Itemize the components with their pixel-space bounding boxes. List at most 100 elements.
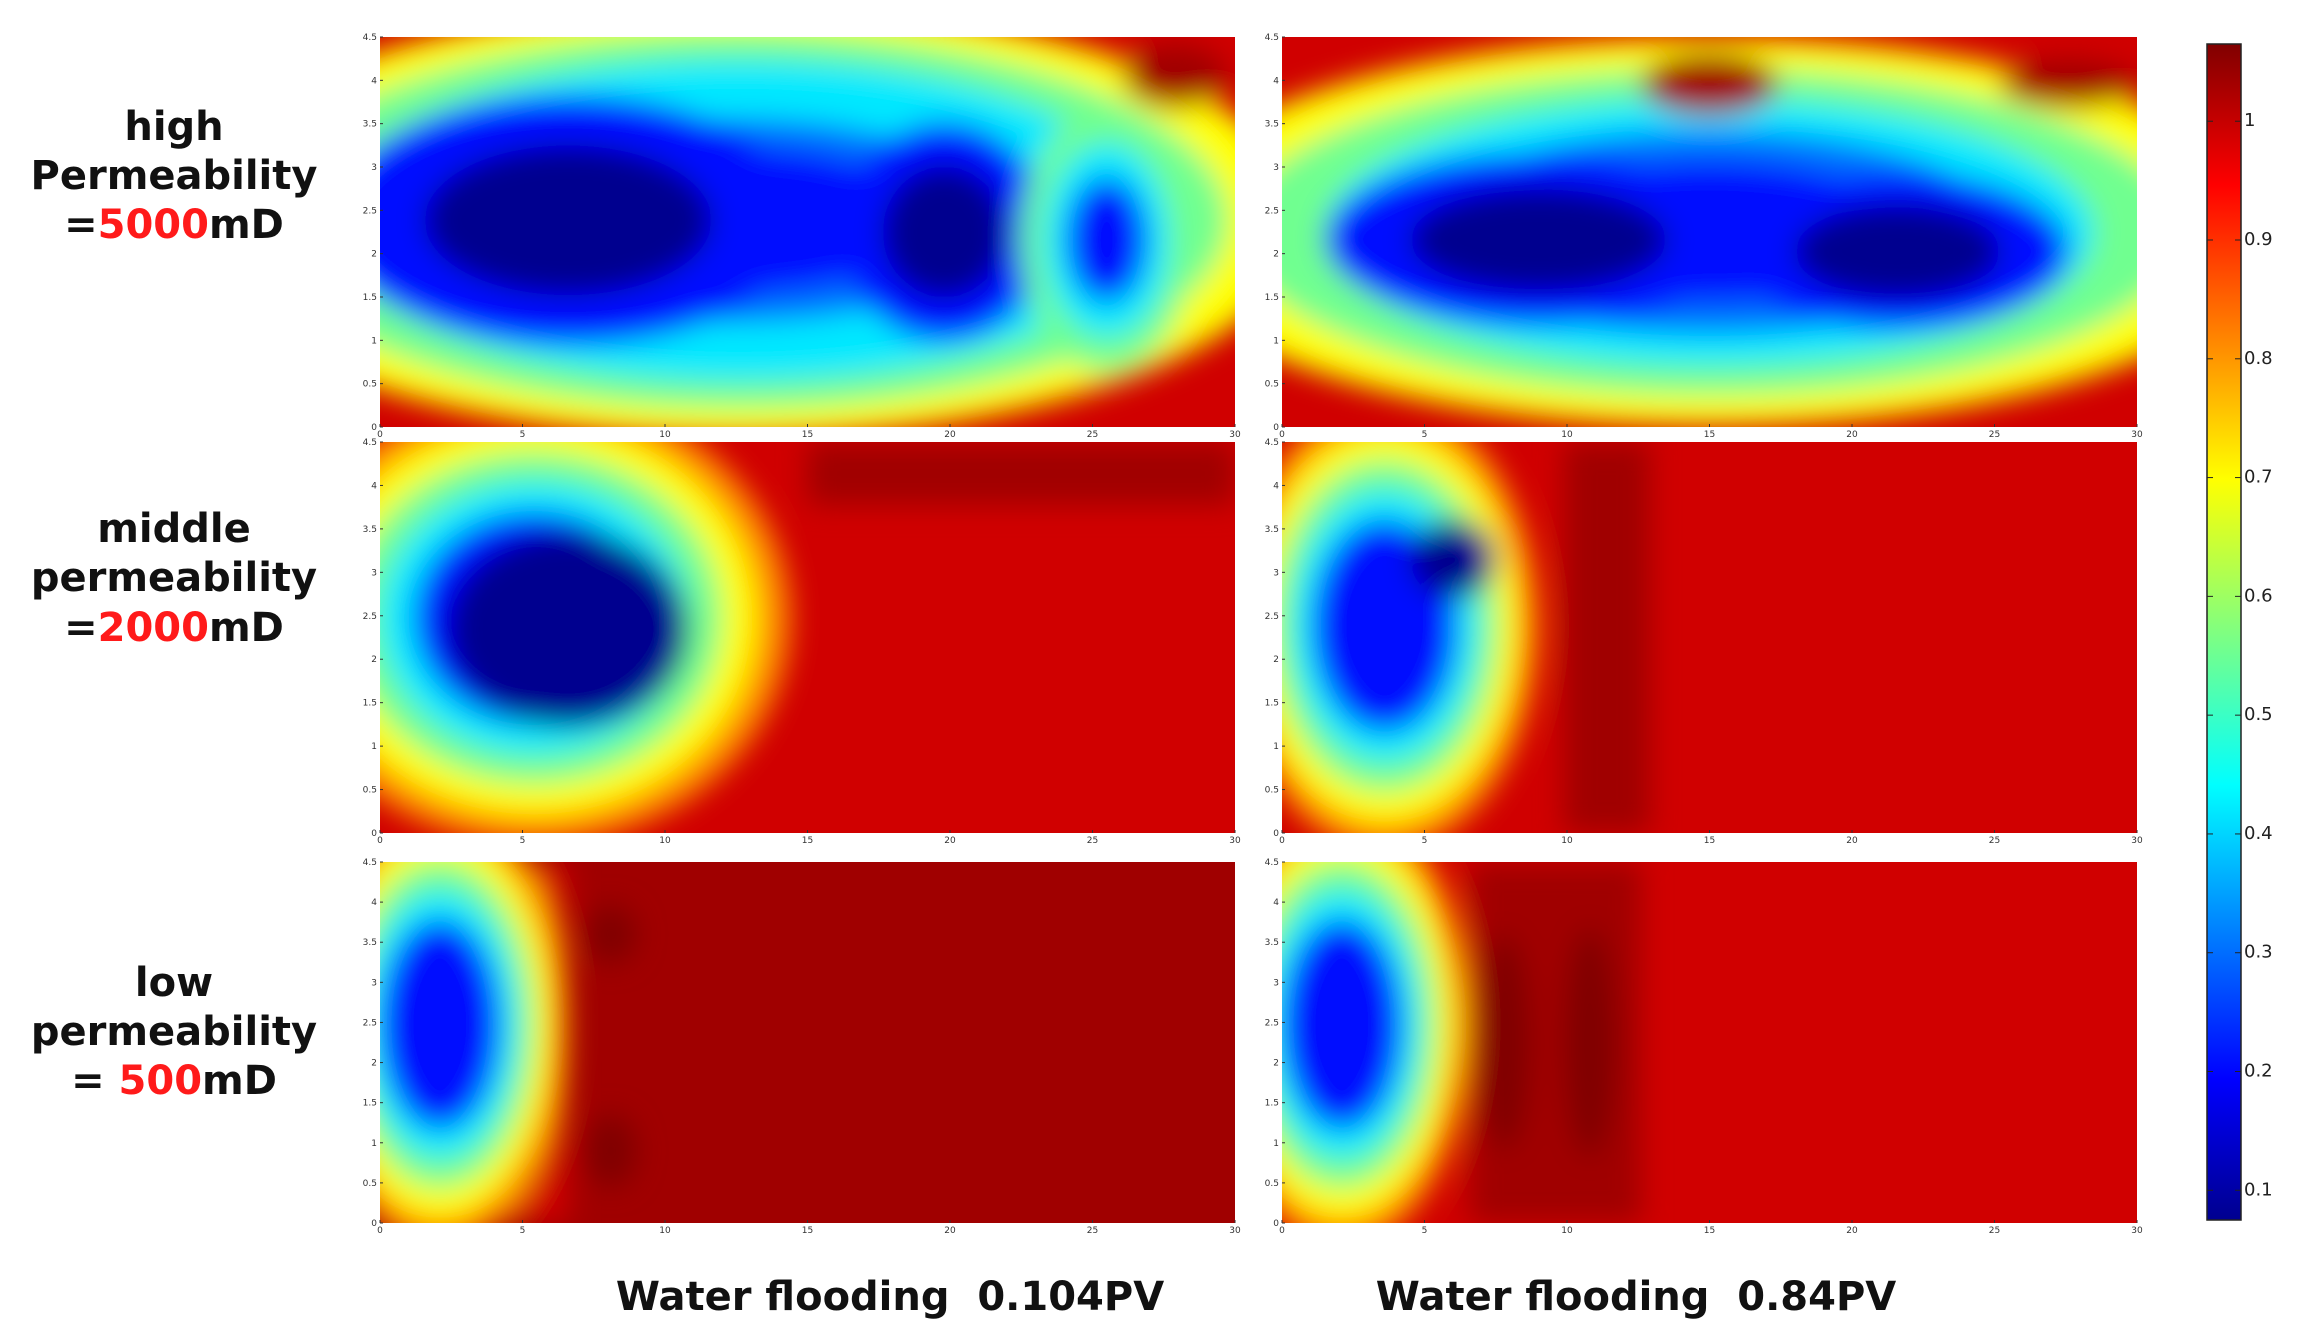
prefix: = — [64, 605, 98, 651]
y-tick-label: 4 — [1273, 76, 1279, 86]
y-tick-label: 4.5 — [363, 858, 377, 868]
y-tick-label: 2 — [1273, 250, 1279, 260]
y-tick-label: 1.5 — [1265, 1099, 1279, 1109]
prefix: = — [71, 1058, 118, 1104]
x-tick-label: 25 — [1087, 1226, 1098, 1236]
y-tick-label: 1 — [371, 742, 377, 752]
colorbar-tick-label: 0.4 — [2244, 823, 2273, 844]
permeability-value: 5000 — [98, 202, 209, 248]
x-tick-label: 10 — [659, 430, 671, 440]
colorbar-tick-label: 0.5 — [2244, 704, 2273, 725]
x-tick-label: 0 — [377, 430, 383, 440]
y-tick-label: 1 — [1273, 336, 1279, 346]
x-tick-label: 20 — [944, 836, 956, 846]
y-tick-label: 1 — [1273, 742, 1279, 752]
row-label: permeability — [31, 555, 317, 601]
heatmap-panel — [1282, 442, 2137, 833]
x-tick-label: 15 — [1704, 836, 1715, 846]
x-tick-label: 15 — [1704, 1226, 1715, 1236]
y-tick-label: 0.5 — [363, 786, 377, 796]
y-tick-label: 3 — [371, 568, 377, 578]
y-tick-label: 3.5 — [363, 120, 377, 130]
y-tick-label: 4.5 — [363, 33, 377, 43]
y-tick-label: 3 — [1273, 163, 1279, 173]
x-tick-label: 15 — [802, 430, 813, 440]
x-tick-label: 0 — [377, 836, 383, 846]
y-tick-label: 0 — [371, 423, 377, 433]
x-tick-label: 15 — [802, 1226, 813, 1236]
x-tick-label: 25 — [1989, 836, 2000, 846]
x-tick-label: 5 — [520, 836, 526, 846]
x-tick-label: 25 — [1087, 836, 1098, 846]
y-tick-label: 4.5 — [1265, 438, 1279, 448]
y-tick-label: 0 — [371, 829, 377, 839]
x-tick-label: 5 — [1422, 1226, 1428, 1236]
y-tick-label: 0 — [1273, 829, 1279, 839]
colorbar-tick-label: 0.7 — [2244, 467, 2273, 488]
x-tick-label: 5 — [1422, 430, 1428, 440]
x-tick-label: 25 — [1087, 430, 1098, 440]
x-tick-label: 0 — [377, 1226, 383, 1236]
heatmap-panel — [380, 37, 1235, 427]
x-tick-label: 30 — [2131, 836, 2143, 846]
y-tick-label: 1.5 — [1265, 699, 1279, 709]
y-tick-label: 1 — [371, 336, 377, 346]
x-tick-label: 0 — [1279, 430, 1285, 440]
column-caption: Water flooding 0.104PV — [616, 1274, 1164, 1320]
y-tick-label: 2 — [1273, 655, 1279, 665]
y-tick-label: 3.5 — [1265, 525, 1279, 535]
y-tick-label: 0 — [1273, 423, 1279, 433]
x-tick-label: 0 — [1279, 1226, 1285, 1236]
colorbar-tick-label: 1 — [2244, 110, 2255, 131]
row-label: low — [135, 960, 213, 1006]
y-tick-label: 0.5 — [1265, 786, 1279, 796]
permeability-value: 500 — [119, 1058, 203, 1104]
x-tick-label: 15 — [1704, 430, 1715, 440]
y-tick-label: 0 — [371, 1219, 377, 1229]
x-tick-label: 10 — [659, 1226, 671, 1236]
row-permeability: =2000mD — [64, 605, 284, 651]
x-tick-label: 10 — [1561, 430, 1573, 440]
x-tick-label: 20 — [1846, 1226, 1858, 1236]
y-tick-label: 2.5 — [1265, 206, 1279, 216]
x-tick-label: 0 — [1279, 836, 1285, 846]
y-tick-label: 3.5 — [1265, 938, 1279, 948]
permeability-value: 2000 — [98, 605, 209, 651]
y-tick-label: 1.5 — [363, 699, 377, 709]
unit: mD — [209, 605, 284, 651]
colorbar-tick-label: 0.6 — [2244, 585, 2273, 606]
colorbar-tick-label: 0.3 — [2244, 942, 2273, 963]
heatmap-panel — [380, 442, 1235, 833]
y-tick-label: 0.5 — [363, 380, 377, 390]
x-tick-label: 20 — [944, 430, 956, 440]
y-tick-label: 0.5 — [1265, 380, 1279, 390]
y-tick-label: 0 — [1273, 1219, 1279, 1229]
y-tick-label: 3 — [1273, 568, 1279, 578]
y-tick-label: 0.5 — [363, 1179, 377, 1189]
y-tick-label: 4 — [1273, 898, 1279, 908]
x-tick-label: 20 — [1846, 836, 1858, 846]
y-tick-label: 3 — [371, 163, 377, 173]
y-tick-label: 2.5 — [1265, 612, 1279, 622]
x-tick-label: 30 — [2131, 1226, 2143, 1236]
y-tick-label: 4 — [1273, 481, 1279, 491]
row-label: permeability — [31, 1009, 317, 1055]
colorbar-tick-label: 0.1 — [2244, 1179, 2273, 1200]
row-label: high — [124, 104, 223, 150]
y-tick-label: 4 — [371, 898, 377, 908]
x-tick-label: 10 — [1561, 1226, 1573, 1236]
y-tick-label: 4.5 — [363, 438, 377, 448]
x-tick-label: 5 — [520, 1226, 526, 1236]
colorbar-tick-label: 0.8 — [2244, 348, 2273, 369]
y-tick-label: 4 — [371, 481, 377, 491]
y-tick-label: 2 — [371, 250, 377, 260]
y-tick-label: 1.5 — [363, 1099, 377, 1109]
y-tick-label: 1 — [371, 1139, 377, 1149]
y-tick-label: 2.5 — [1265, 1018, 1279, 1028]
y-tick-label: 3 — [371, 978, 377, 988]
y-tick-label: 3.5 — [363, 525, 377, 535]
y-tick-label: 4 — [371, 76, 377, 86]
x-tick-label: 30 — [2131, 430, 2143, 440]
row-permeability: = 500mD — [71, 1058, 277, 1104]
